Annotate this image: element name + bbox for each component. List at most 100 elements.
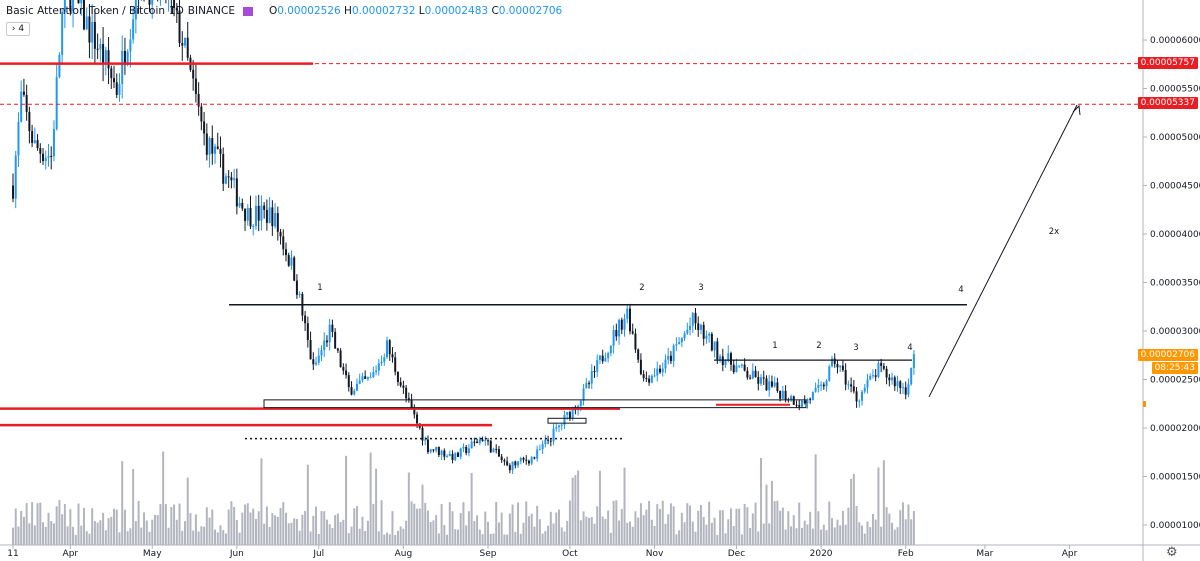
- candle-body: [702, 324, 705, 339]
- candle-body: [628, 308, 631, 332]
- volume-bar: [841, 510, 844, 545]
- price-axis[interactable]: 0.00006000 0.00005500 0.00005000 0.00004500…: [1143, 36, 1200, 531]
- volume-bar: [173, 504, 176, 545]
- volume-bar: [871, 514, 874, 545]
- price-tick-label: 0.00002000: [1150, 424, 1200, 434]
- candle-body: [219, 148, 222, 155]
- volume-bar: [306, 464, 309, 545]
- candle-body: [91, 21, 94, 43]
- candle-body: [246, 208, 249, 221]
- candle-body: [216, 146, 219, 149]
- volume-bar: [582, 511, 585, 545]
- gear-icon[interactable]: ⚙: [1166, 545, 1178, 560]
- candle-body: [519, 458, 522, 462]
- candle-body: [372, 372, 375, 377]
- volume-bar: [811, 528, 814, 545]
- time-tick-label: Apr: [63, 549, 79, 559]
- candle-body: [192, 69, 195, 79]
- volume-bar: [162, 451, 165, 545]
- volume-bar: [66, 526, 69, 545]
- candle-body: [904, 387, 907, 395]
- volume-bar: [527, 516, 530, 545]
- volume-bar: [555, 512, 558, 545]
- symbol-name[interactable]: Basic Attention Token / Bitcoin: [6, 5, 166, 17]
- candle-body: [102, 44, 105, 65]
- candle-body: [42, 153, 45, 161]
- candle-body: [347, 375, 350, 388]
- volume-bar: [123, 509, 126, 545]
- volume-bar: [91, 508, 94, 545]
- volume-bar: [383, 534, 386, 545]
- volume-bar: [186, 477, 189, 545]
- plot-area[interactable]: [0, 0, 1143, 545]
- high-label: H: [344, 5, 352, 17]
- candle-body: [497, 449, 500, 457]
- candle-body: [391, 354, 394, 358]
- volume-bar: [435, 514, 438, 545]
- candle-body: [252, 226, 255, 228]
- volume-bar: [402, 528, 405, 545]
- volume-bar: [85, 531, 88, 545]
- candle-body: [249, 208, 252, 227]
- volume-bar: [178, 503, 181, 545]
- volume-bar: [877, 467, 880, 545]
- volume-bar: [568, 500, 571, 545]
- candle-body: [118, 83, 121, 95]
- volume-bar: [110, 516, 113, 545]
- candle-body: [421, 427, 424, 441]
- flag-icon[interactable]: [242, 6, 253, 16]
- candle-body: [17, 121, 20, 156]
- candle-body: [893, 377, 896, 387]
- candle-body: [28, 111, 31, 132]
- volume-bar: [36, 503, 39, 545]
- candle-body: [181, 42, 184, 46]
- volume-bar: [320, 511, 323, 545]
- volume-bar: [164, 504, 167, 545]
- volume-bar: [560, 527, 563, 545]
- volume-bar: [664, 523, 667, 545]
- candle-body: [612, 330, 615, 346]
- volume-bar: [686, 503, 689, 545]
- volume-bar: [222, 530, 225, 545]
- candle-body: [44, 157, 47, 161]
- volume-bar: [806, 524, 809, 545]
- candle-body: [585, 383, 588, 389]
- price-tick-label: 0.00001000: [1150, 521, 1200, 531]
- candle-body: [358, 380, 361, 384]
- symbol-interval[interactable]: 1D: [169, 5, 184, 17]
- candle-body: [268, 207, 271, 223]
- volume-bar: [380, 500, 383, 545]
- volume-bar: [691, 521, 694, 545]
- volume-bar: [495, 501, 498, 545]
- volume-bar: [107, 518, 110, 545]
- candle-body: [123, 50, 126, 65]
- volume-bar: [148, 531, 151, 545]
- volume-bar: [159, 504, 162, 545]
- volume-bar: [440, 503, 443, 545]
- time-axis[interactable]: 11 Apr May Jun Jul Aug Sep Oct Nov Dec 2020 Feb Mar A…: [7, 545, 1078, 559]
- candle-body: [208, 138, 211, 155]
- candle-body: [271, 207, 274, 227]
- candle-body: [852, 386, 855, 392]
- volume-bar: [279, 507, 282, 545]
- time-tick-label: Dec: [728, 549, 745, 559]
- volume-bar: [93, 521, 96, 545]
- volume-bar: [200, 526, 203, 545]
- candle-body: [320, 350, 323, 356]
- volume-bar: [69, 509, 72, 545]
- volume-bar: [58, 500, 61, 545]
- volume-bar: [446, 534, 449, 545]
- volume-bar: [645, 509, 648, 545]
- candle-body: [151, 0, 154, 5]
- volume-bar: [55, 506, 58, 545]
- volume-bar: [263, 523, 266, 545]
- volume-bar: [219, 525, 222, 545]
- volume-bar: [456, 529, 459, 545]
- candle-body: [814, 387, 817, 392]
- volume-bar: [113, 508, 116, 545]
- volume-bar: [776, 500, 779, 545]
- volume-bar: [63, 504, 66, 545]
- volume-bar: [798, 502, 801, 545]
- collapse-indicators-button[interactable]: › 4: [6, 22, 30, 36]
